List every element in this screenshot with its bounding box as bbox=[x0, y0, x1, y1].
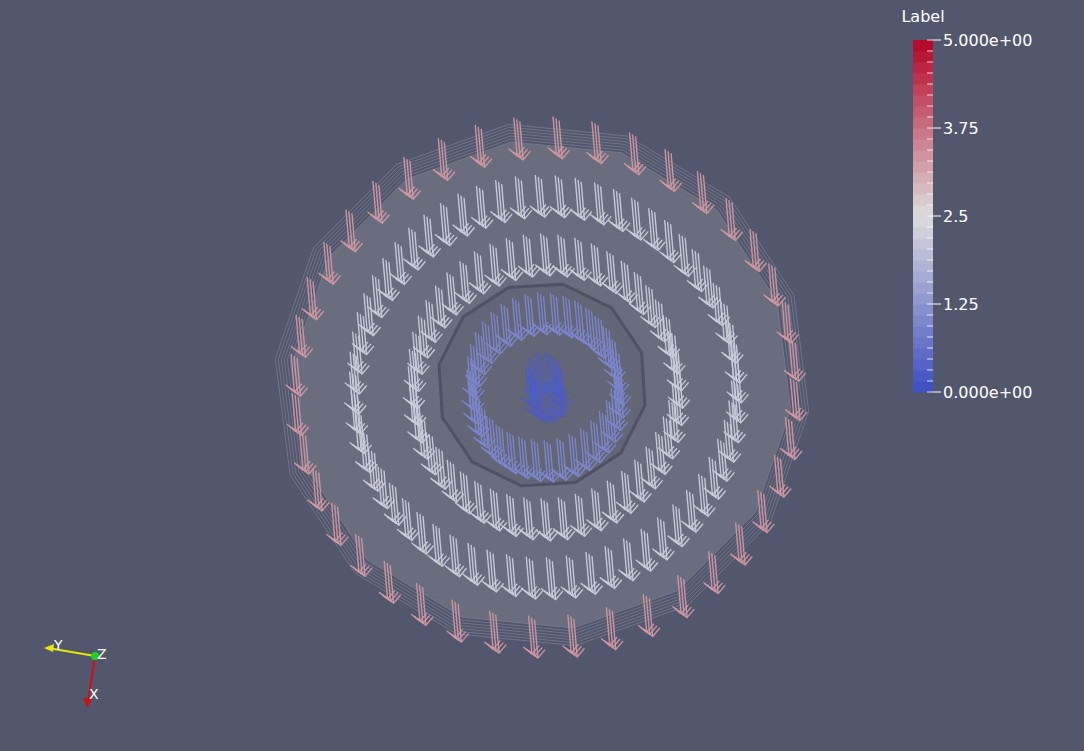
svg-text:1.25: 1.25 bbox=[943, 295, 979, 314]
svg-text:Label: Label bbox=[901, 7, 944, 26]
svg-text:X: X bbox=[89, 686, 99, 702]
svg-text:Z: Z bbox=[97, 646, 107, 662]
svg-text:0.000e+00: 0.000e+00 bbox=[943, 383, 1032, 402]
svg-text:3.75: 3.75 bbox=[943, 119, 979, 138]
svg-text:Y: Y bbox=[53, 637, 63, 653]
svg-text:5.000e+00: 5.000e+00 bbox=[943, 31, 1032, 50]
svg-text:2.5: 2.5 bbox=[943, 207, 968, 226]
